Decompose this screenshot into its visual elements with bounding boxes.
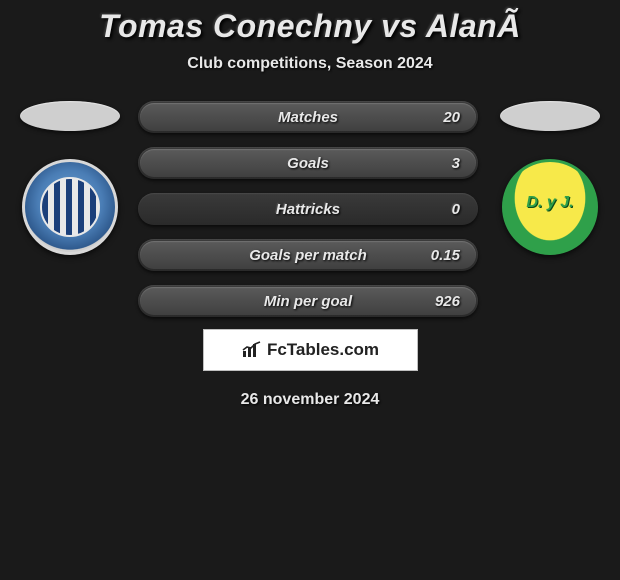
footer-date: 26 november 2024 — [0, 391, 620, 409]
player-left-col — [16, 101, 124, 255]
stat-label: Hattricks — [138, 193, 478, 225]
comparison-row: Matches 20 Goals 3 Hattricks 0 Goals per… — [0, 101, 620, 317]
stat-value: 0.15 — [431, 239, 460, 271]
subtitle: Club competitions, Season 2024 — [0, 55, 620, 73]
stat-value: 20 — [443, 101, 460, 133]
stat-label: Goals — [138, 147, 478, 179]
club-left-badge-inner — [40, 177, 100, 237]
stat-label: Goals per match — [138, 239, 478, 271]
stat-row: Min per goal 926 — [138, 285, 478, 317]
club-right-badge: D. y J. — [502, 159, 598, 255]
club-left-badge — [22, 159, 118, 255]
stat-row: Goals per match 0.15 — [138, 239, 478, 271]
stat-row: Matches 20 — [138, 101, 478, 133]
site-logo-box[interactable]: FcTables.com — [203, 329, 418, 371]
chart-icon — [241, 341, 263, 359]
stat-label: Min per goal — [138, 285, 478, 317]
stat-value: 3 — [452, 147, 460, 179]
stats-column: Matches 20 Goals 3 Hattricks 0 Goals per… — [138, 101, 482, 317]
site-logo-text: FcTables.com — [267, 340, 379, 360]
player-right-avatar — [500, 101, 600, 131]
stat-value: 926 — [435, 285, 460, 317]
player-left-avatar — [20, 101, 120, 131]
player-right-col: D. y J. — [496, 101, 604, 255]
stat-value: 0 — [452, 193, 460, 225]
page-title: Tomas Conechny vs AlanÃ — [0, 8, 620, 45]
stat-row: Goals 3 — [138, 147, 478, 179]
stat-label: Matches — [138, 101, 478, 133]
stat-row: Hattricks 0 — [138, 193, 478, 225]
club-right-badge-text: D. y J. — [505, 194, 595, 212]
